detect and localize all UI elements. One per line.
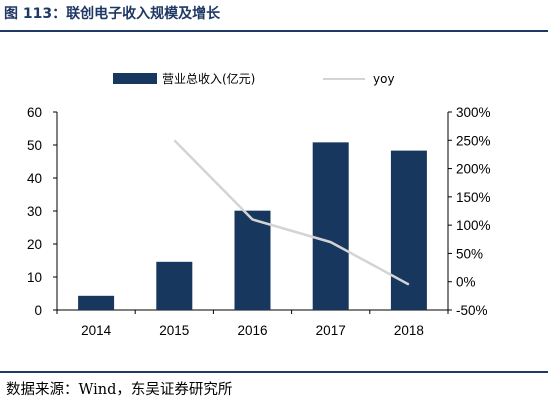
left-tick-label: 30: [27, 204, 42, 219]
x-tick-label: 2015: [159, 323, 189, 338]
right-tick-label: 250%: [456, 133, 491, 148]
revenue-growth-chart: 营业总收入(亿元) yoy 0 10 20 30 40 50 60 -50% 0% 50% 100…: [27, 71, 491, 338]
left-y-axis: 0 10 20 30 40 50 60: [27, 105, 58, 318]
yoy-line-series: [173, 139, 410, 286]
left-tick-label: 40: [27, 171, 42, 186]
x-tick-label: 2016: [237, 323, 267, 338]
yoy-line: [173, 139, 410, 286]
revenue-bar: [234, 210, 271, 310]
right-tick-label: 0%: [456, 275, 476, 290]
legend-bar-label: 营业总收入(亿元): [162, 71, 255, 86]
top-rule: [0, 30, 548, 32]
right-y-axis: -50% 0% 50% 100% 150% 200% 250% 300%: [447, 105, 491, 318]
right-tick-label: 200%: [456, 162, 491, 177]
left-tick-label: 10: [27, 270, 42, 285]
source-note: 数据来源：Wind，东吴证券研究所: [6, 382, 233, 398]
right-tick-label: 50%: [456, 246, 483, 261]
right-tick-label: 100%: [456, 218, 491, 233]
x-axis: 2014 2015 2016 2017 2018: [56, 309, 449, 338]
left-tick-label: 0: [34, 303, 42, 318]
right-tick-label: 300%: [456, 105, 491, 120]
x-tick-label: 2018: [394, 323, 424, 338]
revenue-bar: [78, 295, 115, 310]
x-tick-label: 2014: [81, 323, 112, 338]
figure-title: 图 113：联创电子收入规模及增长: [4, 6, 221, 22]
left-tick-label: 50: [27, 138, 42, 153]
revenue-bar: [312, 142, 349, 310]
legend-line-label: yoy: [373, 72, 395, 86]
revenue-bar: [390, 150, 427, 310]
bar-series: [78, 142, 427, 310]
bottom-rule: [0, 371, 548, 373]
left-tick-label: 20: [27, 237, 42, 252]
left-tick-label: 60: [27, 105, 42, 120]
x-tick-label: 2017: [316, 323, 346, 338]
legend: 营业总收入(亿元) yoy: [113, 71, 395, 86]
legend-bar-swatch: [113, 73, 157, 84]
revenue-bar: [156, 261, 193, 310]
right-tick-label: -50%: [456, 303, 488, 318]
right-tick-label: 150%: [456, 190, 491, 205]
